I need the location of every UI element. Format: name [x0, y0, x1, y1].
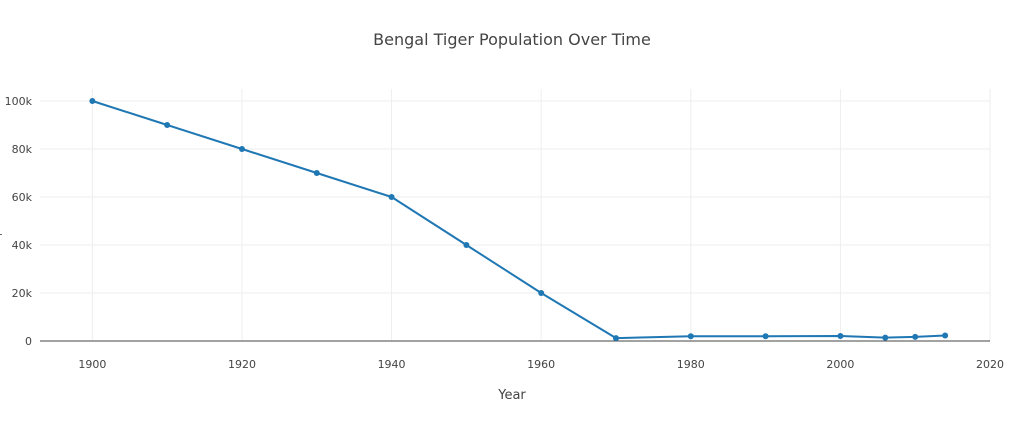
y-tick-label: 80k [12, 143, 33, 156]
x-tick-label: 2020 [976, 358, 1004, 371]
data-point [912, 333, 919, 340]
y-tick-label: 40k [12, 239, 33, 252]
x-tick-label: 2000 [826, 358, 854, 371]
data-point [89, 98, 96, 104]
y-tick-label: 100k [5, 95, 33, 108]
data-point [238, 146, 245, 152]
y-tick-label: 0 [25, 335, 32, 348]
data-point [612, 335, 619, 342]
chart-title: Bengal Tiger Population Over Time [373, 30, 651, 49]
x-axis-title: Year [498, 388, 526, 403]
x-tick-label: 1960 [527, 358, 555, 371]
data-point [942, 332, 949, 339]
y-axis-title-marker [0, 234, 2, 235]
y-tick-label: 60k [12, 191, 33, 204]
data-point [463, 242, 470, 248]
data-point [538, 290, 545, 296]
series-line [92, 100, 946, 340]
x-tick-label: 1920 [228, 358, 256, 371]
data-point [313, 170, 320, 176]
x-tick-label: 1940 [378, 358, 406, 371]
x-tick-label: 1980 [677, 358, 705, 371]
data-point [882, 334, 889, 341]
data-point [837, 332, 844, 339]
y-tick-label: 20k [12, 287, 33, 300]
data-point [388, 194, 395, 200]
data-point [762, 333, 769, 340]
data-point [687, 333, 694, 340]
data-point [164, 122, 171, 128]
x-tick-label: 1900 [78, 358, 106, 371]
